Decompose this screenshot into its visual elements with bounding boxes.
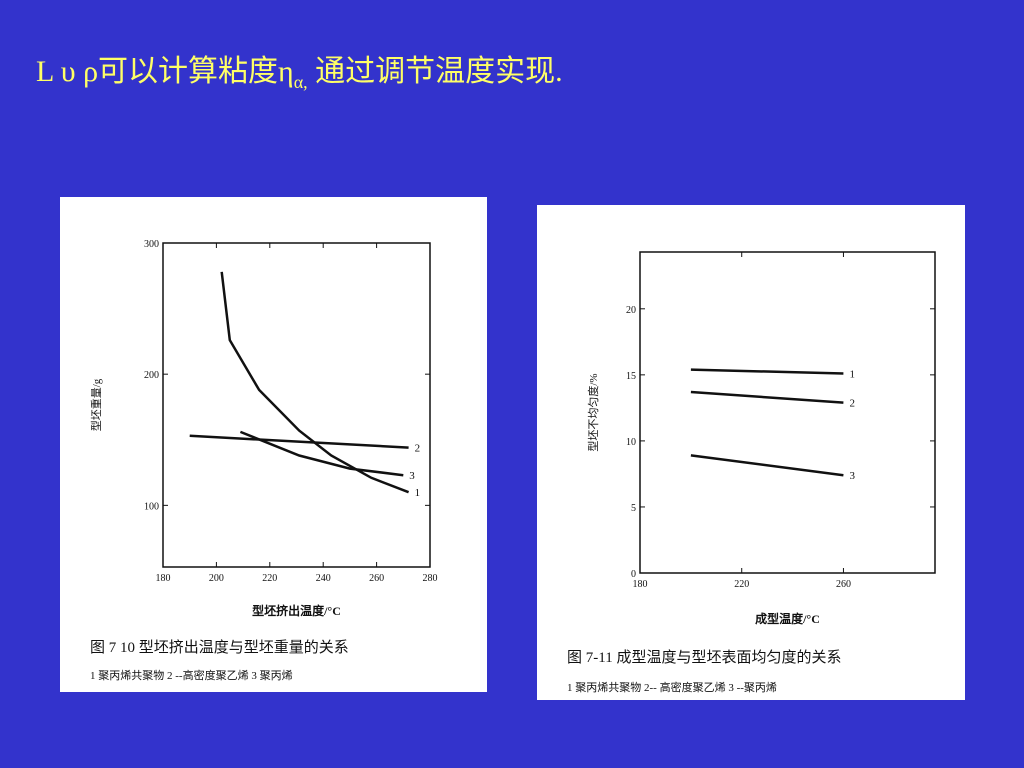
chart-panel: 0 5 10 15 20 180 220 260 1 2 3 型坯不均匀度/% 成型温度/°C 图 7-1… [537,205,965,700]
plot-frame [162,242,431,568]
series-label: 3 [849,470,855,482]
y-tick-label: 100 [144,501,159,512]
x-tick-label: 220 [734,579,749,590]
title-text: 通过调节温度实现. [307,55,563,88]
x-axis-label: 成型温度/°C [755,611,820,626]
x-tick-label: 200 [209,573,224,584]
y-tick-label: 15 [626,371,636,382]
x-tick-label: 260 [836,579,851,590]
y-tick-label: 20 [626,305,636,316]
x-tick-label: 240 [316,573,331,584]
legend-text: 1 聚丙烯共聚物 2 --高密度聚乙烯 3 聚丙烯 [90,668,293,682]
x-tick-label: 260 [369,573,384,584]
y-axis-label: 型坯不均匀度/% [586,373,600,451]
series-line [239,430,404,477]
y-tick-label: 200 [144,370,159,381]
series-line [220,271,410,494]
x-axis-label: 型坯挤出温度/°C [252,603,341,618]
plot-frame [639,251,936,574]
title-text: L υ ρ可以计算粘度η [36,55,294,88]
chart: 0 5 10 15 20 180 220 260 1 2 3 型坯不均匀度/% 成型温度/°C 图 7-1… [567,251,936,694]
y-tick-label: 0 [631,569,636,580]
x-tick-label: 220 [262,573,277,584]
series-label: 2 [415,443,421,455]
series-line [690,390,844,404]
y-axis-label: 型坯重量/g [89,378,103,431]
caption: 图 7 10 型坯挤出温度与型坯重量的关系 [90,639,349,656]
chart: 100 200 300 180 200 220 240 260 280 1 2 3 型坯重量/g 型坯挤出… [89,239,438,682]
y-tick-label: 5 [631,503,636,514]
caption: 图 7-11 成型温度与型坯表面均匀度的关系 [567,649,841,666]
x-tick-label: 180 [633,579,648,590]
x-tick-label: 180 [156,573,171,584]
slide-title: L υ ρ可以计算粘度ηα, 通过调节温度实现. [36,46,563,93]
series-line [690,454,844,477]
series-label: 2 [849,398,855,410]
series-label: 1 [849,369,855,381]
y-tick-label: 10 [626,437,636,448]
series-line [690,368,844,375]
series-label: 1 [415,487,421,499]
title-subscript: α, [293,72,308,92]
x-tick-label: 280 [423,573,438,584]
legend-text: 1 聚丙烯共聚物 2-- 高密度聚乙烯 3 --聚丙烯 [567,680,777,694]
chart-panel: 100 200 300 180 200 220 240 260 280 1 2 3 型坯重量/g 型坯挤出… [60,197,487,692]
series-label: 3 [409,470,415,482]
y-tick-label: 300 [144,239,159,250]
series-line [189,434,409,449]
